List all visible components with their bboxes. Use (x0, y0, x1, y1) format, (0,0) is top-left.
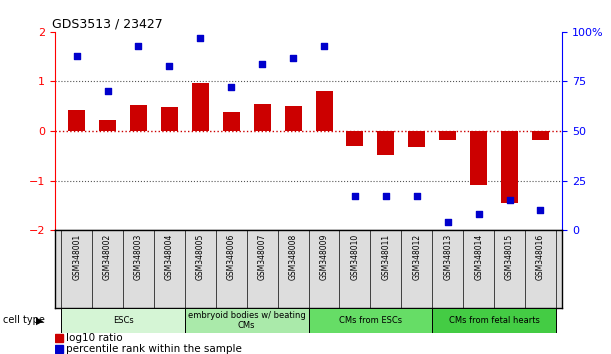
Text: CMs from fetal hearts: CMs from fetal hearts (448, 316, 540, 325)
Text: GSM348011: GSM348011 (381, 234, 390, 280)
Bar (432, 308, 556, 333)
Point (536, 207, 546, 213)
Bar (99, 120, 116, 131)
Point (443, 219, 453, 225)
Bar (68, 110, 85, 131)
Bar (408, 131, 425, 147)
Text: GSM348005: GSM348005 (196, 234, 205, 280)
Bar (130, 105, 147, 131)
Text: GSM348016: GSM348016 (536, 234, 545, 280)
Point (505, 198, 514, 203)
Text: ESCs: ESCs (112, 316, 133, 325)
Text: GSM348014: GSM348014 (474, 234, 483, 280)
Text: GDS3513 / 23427: GDS3513 / 23427 (53, 18, 163, 31)
Text: GSM348013: GSM348013 (443, 234, 452, 280)
Point (257, 61, 267, 67)
Text: ▶: ▶ (36, 315, 43, 325)
Point (412, 194, 422, 199)
Bar (61, 308, 185, 333)
Bar (223, 112, 240, 131)
Bar (315, 91, 332, 131)
Point (196, 35, 205, 41)
Point (103, 88, 112, 94)
Text: GSM348006: GSM348006 (227, 234, 236, 280)
Text: CMs from ESCs: CMs from ESCs (339, 316, 402, 325)
Point (164, 63, 174, 68)
Point (71, 53, 81, 58)
Text: GSM348010: GSM348010 (351, 234, 359, 280)
Text: percentile rank within the sample: percentile rank within the sample (65, 344, 241, 354)
Text: GSM348001: GSM348001 (72, 234, 81, 280)
Text: GSM348004: GSM348004 (165, 234, 174, 280)
Bar (470, 131, 487, 184)
Bar (532, 131, 549, 140)
Point (226, 85, 236, 90)
Bar (55, 334, 62, 342)
Text: GSM348015: GSM348015 (505, 234, 514, 280)
Point (350, 194, 360, 199)
Point (134, 43, 144, 48)
Text: GSM348007: GSM348007 (258, 234, 266, 280)
Bar (346, 131, 364, 146)
Text: embryoid bodies w/ beating
CMs: embryoid bodies w/ beating CMs (188, 311, 306, 330)
Point (381, 194, 391, 199)
Bar (192, 83, 209, 131)
Text: GSM348008: GSM348008 (288, 234, 298, 280)
Bar (501, 131, 518, 203)
Point (319, 43, 329, 48)
Text: log10 ratio: log10 ratio (65, 333, 122, 343)
Text: GSM348002: GSM348002 (103, 234, 112, 280)
Bar (161, 107, 178, 131)
Text: GSM348012: GSM348012 (412, 234, 421, 280)
Text: GSM348009: GSM348009 (320, 234, 329, 280)
Text: GSM348003: GSM348003 (134, 234, 143, 280)
Bar (55, 345, 62, 353)
Point (474, 211, 483, 217)
Bar (378, 131, 394, 155)
Text: cell type: cell type (3, 315, 45, 325)
Bar (309, 308, 432, 333)
Bar (285, 106, 302, 131)
Point (288, 55, 298, 61)
Bar (254, 104, 271, 131)
Bar (439, 131, 456, 140)
Bar (185, 308, 309, 333)
